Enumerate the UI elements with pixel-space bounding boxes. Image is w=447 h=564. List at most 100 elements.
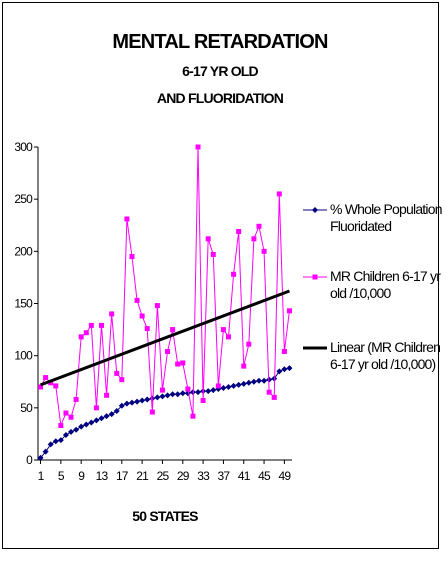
point bbox=[225, 383, 232, 390]
point bbox=[58, 423, 64, 429]
point bbox=[251, 236, 257, 242]
point bbox=[205, 388, 212, 395]
point bbox=[236, 229, 242, 235]
y-tick-label: 0 bbox=[26, 453, 33, 467]
legend-label: MR Children 6-17 yr old /10,000 bbox=[330, 268, 441, 301]
point bbox=[53, 383, 59, 389]
x-tick-label: 1 bbox=[38, 469, 45, 483]
x-tick-label: 21 bbox=[136, 469, 149, 483]
point bbox=[159, 393, 166, 400]
point bbox=[195, 144, 201, 150]
point bbox=[43, 375, 49, 381]
x-tick-label: 37 bbox=[218, 469, 231, 483]
point bbox=[139, 313, 145, 319]
point bbox=[190, 413, 196, 419]
point bbox=[88, 322, 94, 328]
point bbox=[286, 365, 293, 372]
point bbox=[240, 380, 247, 387]
point bbox=[119, 377, 125, 383]
x-tick-label: 17 bbox=[116, 469, 129, 483]
legend-marker bbox=[312, 207, 318, 213]
point bbox=[99, 322, 104, 328]
x-tick-label: 25 bbox=[157, 469, 170, 483]
point bbox=[256, 223, 262, 229]
point bbox=[128, 399, 135, 406]
point bbox=[113, 407, 120, 414]
point bbox=[73, 396, 79, 402]
point bbox=[154, 303, 160, 309]
chart-subtitle: AND FLUORIDATION bbox=[157, 90, 284, 106]
point bbox=[164, 392, 171, 399]
point bbox=[37, 454, 44, 461]
point bbox=[210, 251, 216, 257]
point bbox=[159, 387, 165, 393]
point bbox=[52, 438, 59, 445]
point bbox=[42, 448, 49, 455]
point bbox=[179, 390, 186, 397]
series-line bbox=[40, 289, 290, 387]
point bbox=[134, 297, 140, 303]
point bbox=[78, 423, 85, 430]
x-tick-label: 41 bbox=[238, 469, 251, 483]
legend-marker bbox=[312, 274, 318, 280]
point bbox=[261, 377, 268, 384]
point bbox=[93, 405, 99, 411]
point bbox=[78, 334, 84, 340]
x-tick-label: 33 bbox=[197, 469, 210, 483]
point bbox=[129, 254, 135, 260]
chart-border bbox=[2, 2, 439, 549]
point bbox=[103, 413, 110, 420]
point bbox=[123, 400, 130, 407]
point bbox=[114, 370, 120, 376]
point bbox=[266, 389, 272, 395]
x-axis-label: 50 STATES bbox=[132, 508, 198, 524]
point bbox=[104, 392, 110, 398]
series-line bbox=[40, 146, 290, 428]
point bbox=[93, 417, 100, 424]
point bbox=[200, 398, 206, 404]
point bbox=[144, 326, 150, 332]
x-tick-label: 13 bbox=[96, 469, 109, 483]
point bbox=[118, 402, 125, 409]
legend-label: Linear (MR Children 6-17 yr old /10,000) bbox=[330, 339, 441, 372]
y-tick-label: 50 bbox=[20, 401, 33, 415]
legend-label: % Whole Population Fluoridated bbox=[330, 201, 442, 234]
point bbox=[139, 397, 146, 404]
point bbox=[281, 348, 287, 354]
point bbox=[73, 426, 80, 433]
point bbox=[68, 414, 74, 420]
point bbox=[250, 378, 257, 385]
y-tick-label: 250 bbox=[14, 192, 33, 206]
point bbox=[241, 363, 247, 369]
point bbox=[68, 428, 75, 435]
point bbox=[88, 419, 95, 426]
point bbox=[109, 311, 115, 317]
x-tick-label: 9 bbox=[78, 469, 85, 483]
x-tick-label: 5 bbox=[58, 469, 65, 483]
point bbox=[149, 409, 155, 415]
point bbox=[134, 398, 141, 405]
point bbox=[205, 236, 211, 242]
point bbox=[57, 437, 64, 444]
chart-subtitle: 6-17 YR OLD bbox=[182, 63, 258, 79]
y-tick-label: 150 bbox=[14, 297, 33, 311]
point bbox=[169, 391, 176, 398]
point bbox=[220, 327, 226, 333]
point bbox=[108, 411, 115, 418]
x-tick-label: 29 bbox=[177, 469, 190, 483]
point bbox=[245, 379, 252, 386]
point bbox=[215, 383, 221, 389]
point bbox=[261, 248, 267, 254]
point bbox=[165, 348, 171, 354]
point bbox=[286, 308, 292, 314]
x-tick-label: 45 bbox=[258, 469, 271, 483]
chart-title: MENTAL RETARDATION bbox=[112, 31, 328, 53]
point bbox=[230, 382, 237, 389]
point bbox=[281, 366, 288, 373]
y-tick-label: 100 bbox=[14, 349, 33, 363]
y-tick-label: 200 bbox=[14, 244, 33, 258]
point bbox=[47, 441, 54, 448]
point bbox=[144, 396, 151, 403]
point bbox=[175, 361, 181, 367]
